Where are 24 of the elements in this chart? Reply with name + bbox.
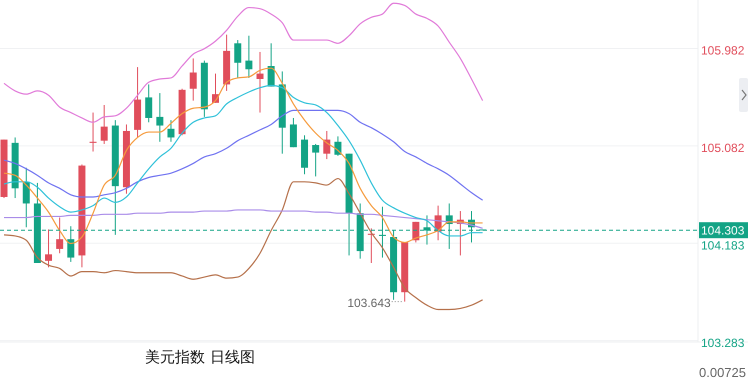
candlestick: [56, 217, 64, 254]
candlestick: [312, 143, 320, 177]
candlestick: [256, 51, 264, 114]
line-series: [3, 110, 484, 201]
candlestick: [156, 92, 164, 142]
y-tick-label: 105.082: [701, 141, 745, 156]
text: 0.00725: [699, 365, 746, 380]
line-series: [3, 2, 484, 123]
line-series: [3, 178, 484, 310]
candlestick: [100, 104, 108, 144]
candlestick: [167, 120, 174, 142]
candlestick: [234, 40, 242, 78]
candlestick: [45, 228, 52, 268]
y-tick-label: 104.183: [701, 238, 745, 252]
candlestick: [90, 112, 97, 152]
ref-line-label: 104.303: [701, 223, 745, 238]
text: 美元指数 日线图: [145, 348, 255, 366]
y-tick-label: 103.283: [701, 336, 745, 350]
candlestick: [190, 58, 197, 102]
candlestick: [145, 84, 152, 123]
y-tick-label: 105.982: [701, 44, 745, 58]
annotation: 103.643: [347, 296, 392, 310]
candlestick: [245, 35, 252, 78]
candlestick: [290, 117, 297, 148]
